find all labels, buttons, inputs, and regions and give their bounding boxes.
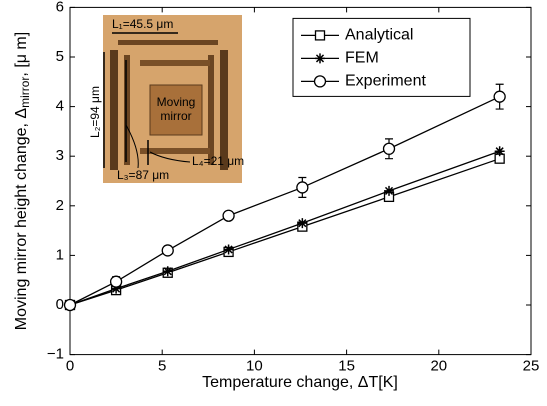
y-tick-label: 5 — [56, 48, 64, 65]
marker — [314, 30, 326, 41]
inset-label: L₂=94 μm — [88, 86, 102, 138]
marker — [223, 244, 234, 255]
y-label-part: , [μ m] — [13, 32, 30, 77]
marker — [313, 75, 327, 88]
y-axis-label: Moving mirror height change, Δmirror, [μ… — [13, 32, 32, 330]
beam — [140, 148, 210, 154]
y-tick-label: 1 — [56, 246, 64, 263]
x-tick-label: 5 — [158, 358, 166, 375]
inset-label: L₁=45.5 μm — [112, 17, 173, 31]
y-tick-label: −1 — [47, 346, 64, 363]
marker — [109, 275, 123, 288]
x-tick-label: 25 — [523, 358, 540, 375]
legend-label: Experiment — [345, 73, 426, 90]
legend-label: FEM — [345, 50, 379, 67]
marker — [63, 298, 77, 312]
x-tick-label: 10 — [246, 358, 263, 375]
inset: L₁=45.5 μm L₂=94 μm Moving mirror L₄=21 … — [88, 15, 244, 183]
marker — [296, 181, 309, 194]
inset-label: Moving — [157, 95, 196, 109]
y-label-part: Moving mirror height change, Δ — [13, 108, 30, 331]
beam — [110, 50, 118, 170]
inset-label: mirror — [160, 109, 191, 123]
y-tick-label: 6 — [56, 0, 64, 15]
legend-label: Analytical — [345, 27, 413, 44]
beam — [140, 60, 210, 66]
marker — [315, 53, 325, 64]
y-label-sub: mirror — [18, 77, 32, 108]
y-tick-label: 0 — [56, 296, 64, 313]
beam — [208, 55, 214, 165]
leader — [125, 124, 139, 169]
inset-label: L₃=87 μm — [117, 168, 169, 182]
x-axis-label: Temperature change, ΔT[K] — [202, 374, 398, 391]
y-tick-label: 3 — [56, 147, 64, 164]
beam — [118, 40, 218, 45]
marker — [384, 185, 395, 196]
y-tick-label: 4 — [56, 98, 64, 115]
x-tick-label: 20 — [430, 358, 447, 375]
inset-label: L₄=21 μm — [192, 154, 244, 168]
marker — [111, 283, 122, 294]
marker — [494, 146, 505, 157]
marker — [297, 218, 308, 229]
beam — [124, 55, 130, 165]
marker — [382, 142, 396, 155]
marker — [162, 266, 173, 277]
x-tick-label: 0 — [66, 358, 74, 375]
beam — [220, 50, 228, 170]
marker — [222, 209, 235, 222]
x-tick-label: 15 — [338, 358, 355, 375]
leader — [149, 151, 191, 163]
mirror-plate — [149, 84, 203, 136]
y-tick-label: 2 — [56, 197, 64, 214]
marker — [493, 90, 506, 103]
marker — [161, 244, 174, 257]
